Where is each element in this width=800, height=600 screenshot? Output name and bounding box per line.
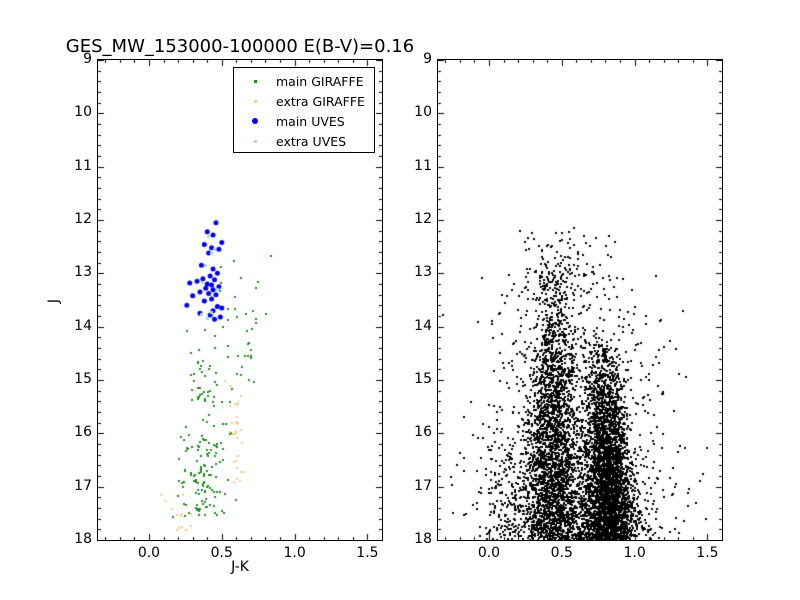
- y-tick-label: 13: [414, 264, 432, 281]
- y-tick-label: 9: [83, 51, 92, 67]
- y-tick-label: 17: [74, 477, 92, 494]
- extra-giraffe-marker-icon: [253, 99, 257, 103]
- legend-marker-cell: [234, 79, 276, 83]
- x-tick-label: 0.5: [210, 545, 233, 561]
- y-tick-label: 14: [414, 317, 432, 334]
- right-cmd-axes: [437, 59, 723, 541]
- legend-entry-extra-uves: extra UVES: [234, 131, 374, 151]
- legend: main GIRAFFE extra GIRAFFE main UVES ext…: [233, 67, 375, 153]
- legend-entry-extra-giraffe: extra GIRAFFE: [234, 91, 374, 111]
- y-tick-label: 11: [414, 157, 432, 174]
- legend-marker-cell: [234, 118, 276, 124]
- legend-label: extra UVES: [276, 133, 347, 149]
- y-tick-label: 18: [414, 531, 432, 547]
- legend-label: main GIRAFFE: [276, 73, 364, 89]
- plot-title: GES_MW_153000-100000 E(B-V)=0.16: [65, 36, 415, 57]
- main-uves-marker-icon: [252, 118, 258, 124]
- y-tick-label: 9: [423, 51, 432, 67]
- y-tick-label: 10: [74, 104, 92, 121]
- y-tick-label: 18: [74, 531, 92, 547]
- x-tick-label: 0.0: [477, 545, 501, 561]
- y-axis-label: J: [46, 298, 63, 304]
- left-cmd-axes: [97, 59, 383, 541]
- y-tick-label: 16: [74, 424, 92, 441]
- y-tick-label: 13: [74, 264, 92, 281]
- x-tick-label: 1.5: [696, 545, 719, 561]
- x-tick-label: 0.0: [137, 545, 161, 561]
- legend-label: main UVES: [276, 113, 345, 129]
- y-tick-label: 14: [74, 317, 92, 334]
- right-cmd-scatter-canvas: [438, 60, 722, 540]
- x-tick-label: 1.0: [283, 545, 306, 561]
- extra-uves-marker-icon: [253, 139, 257, 143]
- legend-entry-main-uves: main UVES: [234, 111, 374, 131]
- x-tick-label: 1.0: [623, 545, 646, 561]
- x-axis-label: J-K: [231, 559, 249, 575]
- y-tick-label: 11: [74, 157, 92, 174]
- y-tick-label: 17: [414, 477, 432, 494]
- x-tick-label: 0.5: [550, 545, 573, 561]
- main-giraffe-marker-icon: [253, 79, 257, 83]
- y-tick-label: 10: [414, 104, 432, 121]
- legend-marker-cell: [234, 99, 276, 103]
- y-tick-label: 15: [74, 371, 92, 387]
- legend-marker-cell: [234, 139, 276, 143]
- y-tick-label: 12: [74, 211, 92, 227]
- legend-entry-main-giraffe: main GIRAFFE: [234, 71, 374, 91]
- y-tick-label: 12: [414, 211, 432, 227]
- x-tick-label: 1.5: [356, 545, 379, 561]
- y-tick-label: 15: [414, 371, 432, 387]
- y-tick-label: 16: [414, 424, 432, 441]
- legend-label: extra GIRAFFE: [276, 93, 365, 109]
